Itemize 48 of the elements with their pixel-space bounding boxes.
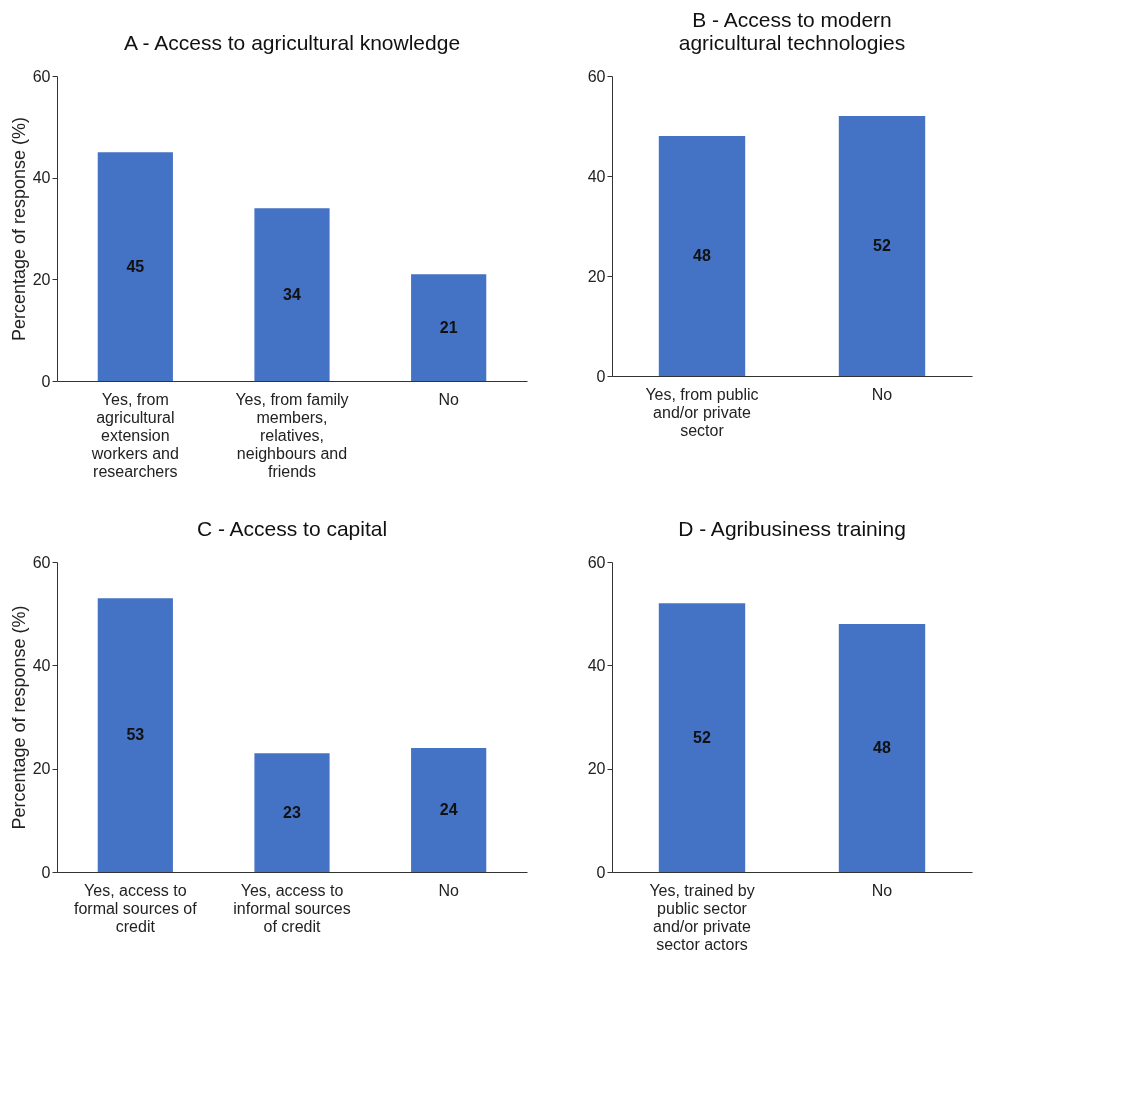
bar bbox=[97, 598, 173, 872]
data-label: 52 bbox=[693, 728, 711, 746]
chart-title: B - Access to modern agricultural technologies bbox=[678, 8, 906, 54]
bar bbox=[411, 274, 487, 381]
bar bbox=[254, 208, 330, 381]
x-tick-label: Yes, access to informal sources of credit bbox=[233, 881, 351, 935]
y-tick-label: 0 bbox=[596, 863, 606, 881]
x-tick-label: No bbox=[438, 881, 459, 899]
data-label: 48 bbox=[693, 247, 711, 264]
data-label: 52 bbox=[873, 237, 891, 254]
y-tick-label: 0 bbox=[41, 372, 51, 390]
data-label: 34 bbox=[283, 285, 301, 303]
y-tick-label: 20 bbox=[587, 267, 606, 285]
x-tick-label: No bbox=[871, 881, 893, 899]
y-tick-label: 20 bbox=[32, 270, 51, 288]
y-tick-label: 40 bbox=[32, 169, 51, 187]
data-label: 53 bbox=[126, 726, 145, 744]
y-tick-label: 40 bbox=[587, 167, 606, 185]
y-tick-label: 60 bbox=[32, 553, 51, 571]
x-tick-label: Yes, trained by public sector and/or private sector actors bbox=[649, 881, 755, 953]
x-tick-label: Yes, access to formal sources of credit bbox=[73, 881, 198, 935]
bar bbox=[411, 748, 487, 872]
y-tick-label: 60 bbox=[587, 67, 606, 85]
bar bbox=[254, 753, 330, 872]
y-axis-title: Percentage of response (%) bbox=[8, 116, 29, 342]
data-label: 21 bbox=[439, 318, 458, 336]
x-tick-label: Yes, from agricultural extension workers and researchers bbox=[90, 390, 179, 480]
y-tick-label: 60 bbox=[587, 553, 606, 571]
y-axis-title: Percentage of response (%) bbox=[8, 605, 29, 830]
x-tick-label: Yes, from public and/or private sector bbox=[645, 385, 759, 439]
y-tick-label: 40 bbox=[587, 656, 606, 674]
chart-title: A - Access to agricultural knowledge bbox=[123, 31, 461, 54]
y-tick-label: 0 bbox=[596, 367, 606, 385]
chart-title: D - Agribusiness training bbox=[678, 517, 906, 540]
y-tick-label: 40 bbox=[32, 656, 51, 674]
data-label: 23 bbox=[283, 803, 301, 821]
x-tick-label: No bbox=[438, 390, 459, 408]
chart-title: C - Access to capital bbox=[196, 517, 388, 540]
y-tick-label: 60 bbox=[32, 67, 51, 85]
data-label: 45 bbox=[126, 257, 145, 275]
data-label: 48 bbox=[873, 739, 891, 756]
y-tick-label: 20 bbox=[32, 760, 51, 778]
x-tick-label: No bbox=[871, 385, 893, 403]
data-label: 24 bbox=[439, 801, 458, 818]
x-tick-label: Yes, from family members, relatives, neighbours and friends bbox=[235, 390, 349, 480]
y-tick-label: 0 bbox=[41, 863, 51, 881]
bar bbox=[97, 152, 173, 381]
y-tick-label: 20 bbox=[587, 760, 606, 778]
